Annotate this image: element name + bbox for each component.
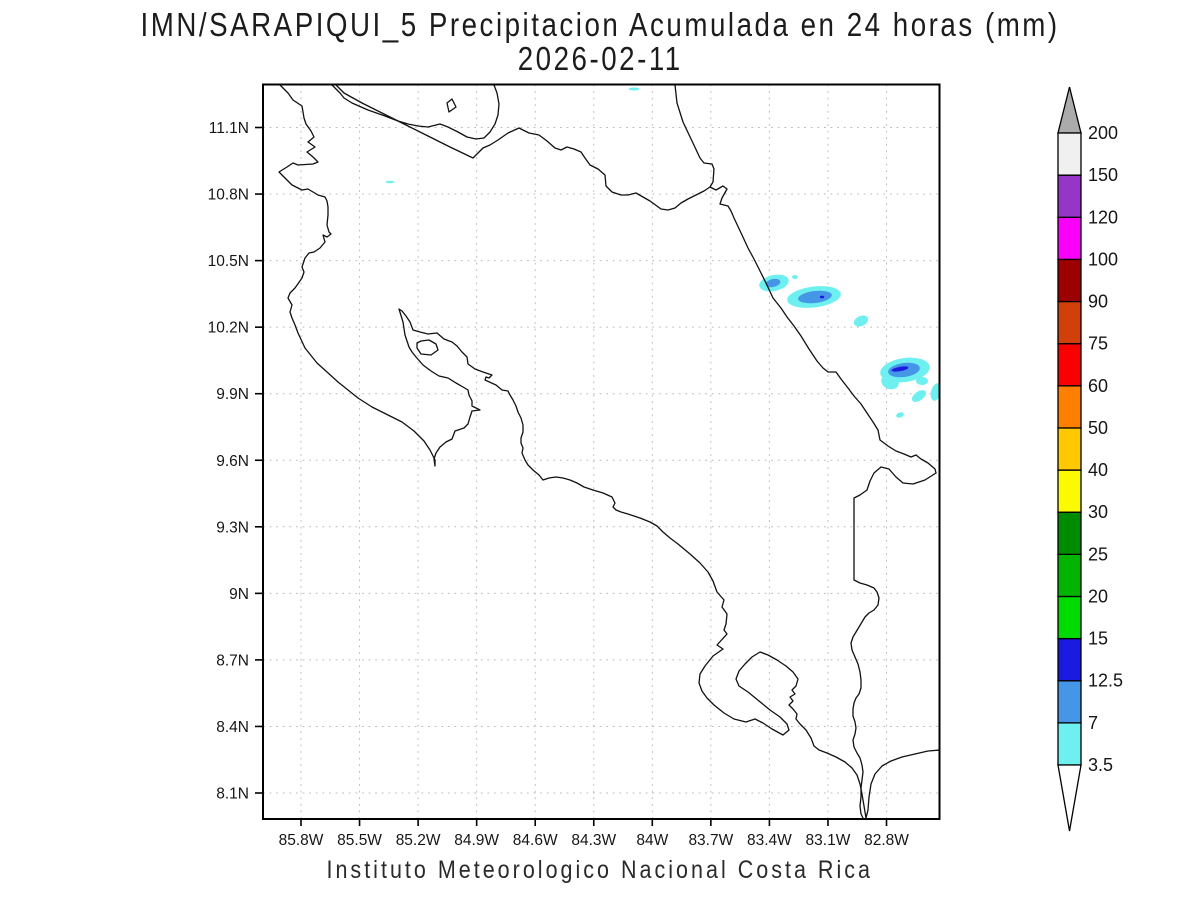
colorbar-level-label: 100 [1088, 249, 1118, 269]
colorbar-block [1057, 469, 1082, 513]
precip-cell [881, 374, 899, 390]
colorbar-level-label: 40 [1088, 460, 1108, 480]
chart-title: IMN/SARAPIQUI_5 Precipitacion Acumulada … [0, 6, 1200, 44]
precip-cell [853, 315, 869, 327]
panama-border [850, 466, 937, 819]
precip-cell [819, 295, 825, 299]
y-tick-label: 9.9N [216, 386, 249, 403]
x-tick-label: 85.2W [396, 832, 441, 849]
colorbar-level-label: 12.5 [1088, 671, 1123, 691]
colorbar-level-label: 75 [1088, 334, 1108, 354]
x-tick-label: 82.8W [864, 832, 909, 849]
colorbar [1057, 86, 1082, 832]
precip-cell [911, 390, 927, 402]
lake-island [446, 98, 457, 113]
colorbar-block [1057, 343, 1082, 387]
y-tick-label: 10.2N [208, 320, 249, 337]
axis-frame [262, 83, 941, 820]
colorbar-block [1057, 132, 1082, 176]
precip-cell [798, 290, 832, 304]
colorbar-level-label: 7 [1088, 713, 1098, 733]
chart-title-text: IMN/SARAPIQUI_5 Precipitacion Acumulada … [140, 6, 1060, 43]
y-tick-label: 9N [229, 586, 249, 603]
caribbean-coast [674, 84, 937, 474]
colorbar-level-label: 15 [1088, 629, 1108, 649]
precip-cell [628, 87, 640, 91]
y-tick-label: 8.7N [216, 652, 249, 669]
precip-cell [385, 180, 395, 184]
precip-cell [765, 278, 781, 288]
precip-cell [896, 412, 904, 418]
x-tick-label: 83.7W [688, 832, 733, 849]
x-tick-label: 85.8W [279, 832, 324, 849]
colorbar-block [1057, 216, 1082, 261]
colorbar-level-label: 90 [1088, 292, 1108, 312]
lake-nicaragua-shore [331, 84, 500, 140]
colorbar-block [1057, 427, 1082, 471]
x-tick-label: 84.9W [454, 832, 499, 849]
colorbar-level-label: 120 [1088, 207, 1118, 227]
colorbar-block [1057, 385, 1082, 429]
y-tick-label: 10.5N [208, 253, 249, 270]
precip-cell [916, 377, 928, 385]
colorbar-block [1057, 637, 1082, 682]
x-tick-label: 85.5W [337, 832, 382, 849]
colorbar-under-arrow [1057, 764, 1082, 832]
y-tick-label: 8.4N [216, 719, 249, 736]
axis-ticks [255, 126, 888, 826]
y-tick-label: 10.8N [208, 187, 249, 204]
chart-date-text: 2026-02-11 [517, 40, 683, 77]
colorbar-labels: 3.5 7 12.5 15 20 25 30 40 50 60 75 90 100 120 150 200 [1088, 123, 1123, 775]
chira-island [416, 339, 439, 356]
colorbar-level-label: 200 [1088, 123, 1118, 143]
colorbar-block [1057, 680, 1082, 724]
colorbar-level-label: 50 [1088, 418, 1108, 438]
nicaragua-border [335, 84, 711, 211]
x-tick-label: 83.4W [747, 832, 792, 849]
colorbar-block [1057, 595, 1082, 640]
map-coastline [278, 84, 940, 819]
colorbar-block [1057, 258, 1082, 303]
colorbar-level-label: 60 [1088, 376, 1108, 396]
y-tick-label: 9.6N [216, 453, 249, 470]
colorbar-block [1057, 511, 1082, 555]
y-tick-label: 8.1N [216, 786, 249, 803]
colorbar-level-label: 3.5 [1088, 755, 1113, 775]
precip-cell [930, 383, 940, 401]
precip-cells [385, 87, 940, 418]
colorbar-level-label: 25 [1088, 544, 1108, 564]
colorbar-level-label: 30 [1088, 502, 1108, 522]
pacific-coast-nicoya-osa-burica [278, 84, 940, 819]
y-tick-label: 11.1N [209, 120, 249, 137]
colorbar-block [1057, 722, 1082, 766]
x-tick-label: 84.3W [571, 832, 616, 849]
x-tick-label: 84W [636, 832, 668, 849]
colorbar-block [1057, 553, 1082, 598]
axis-labels: 85.8W 85.5W 85.2W 84.9W 84.6W 84.3W 84W 83.7W 83… [208, 120, 910, 849]
colorbar-block [1057, 300, 1082, 345]
x-tick-label: 84.6W [513, 832, 558, 849]
chart-date-subtitle: 2026-02-11 [0, 40, 1200, 78]
precip-cell [891, 366, 909, 372]
x-tick-label: 83.1W [806, 832, 851, 849]
map-gridlines [263, 84, 940, 819]
colorbar-block [1057, 174, 1082, 218]
colorbar-level-label: 150 [1088, 165, 1118, 185]
institution-footer: Instituto Meteorologico Nacional Costa R… [0, 856, 1200, 885]
y-tick-label: 9.3N [216, 519, 249, 536]
institution-footer-text: Instituto Meteorologico Nacional Costa R… [326, 856, 874, 884]
colorbar-over-arrow [1057, 86, 1082, 134]
precip-cell [792, 275, 798, 279]
colorbar-level-label: 20 [1088, 586, 1108, 606]
